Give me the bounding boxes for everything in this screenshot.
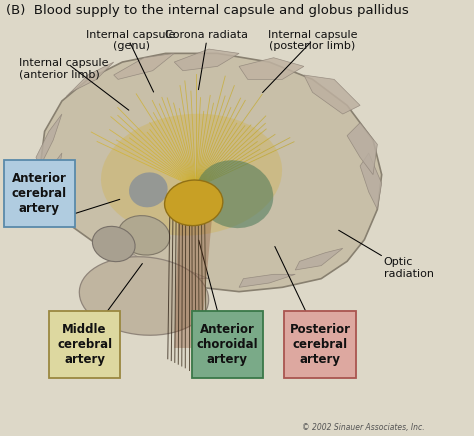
Polygon shape [304, 75, 360, 114]
Polygon shape [239, 274, 295, 287]
Text: Corona radiata: Corona radiata [165, 30, 248, 40]
Ellipse shape [101, 114, 282, 235]
Polygon shape [114, 53, 174, 79]
FancyBboxPatch shape [191, 311, 263, 378]
Ellipse shape [129, 172, 168, 208]
Polygon shape [174, 205, 213, 348]
Polygon shape [174, 49, 239, 71]
Text: Internal capsule
(genu): Internal capsule (genu) [86, 30, 176, 51]
Polygon shape [97, 231, 153, 266]
Ellipse shape [118, 216, 170, 255]
Polygon shape [40, 53, 382, 292]
Polygon shape [360, 153, 382, 209]
FancyBboxPatch shape [3, 160, 75, 227]
Text: Globus
pallidus: Globus pallidus [171, 189, 217, 217]
Text: Internal capsule
(posterior limb): Internal capsule (posterior limb) [268, 30, 357, 51]
Ellipse shape [79, 257, 209, 335]
Text: Optic
radiation: Optic radiation [384, 257, 434, 279]
Polygon shape [66, 62, 114, 97]
Ellipse shape [164, 180, 223, 226]
Text: Middle
cerebral
artery: Middle cerebral artery [57, 323, 112, 366]
Ellipse shape [92, 226, 135, 262]
Text: (B)  Blood supply to the internal capsule and globus pallidus: (B) Blood supply to the internal capsule… [6, 3, 409, 17]
Polygon shape [295, 249, 343, 270]
Text: © 2002 Sinauer Associates, Inc.: © 2002 Sinauer Associates, Inc. [302, 423, 425, 433]
Polygon shape [239, 58, 304, 79]
Polygon shape [36, 153, 62, 205]
Text: Anterior
cerebral
artery: Anterior cerebral artery [12, 172, 67, 215]
Polygon shape [36, 114, 62, 166]
Polygon shape [347, 123, 377, 175]
FancyBboxPatch shape [49, 311, 120, 378]
FancyBboxPatch shape [284, 311, 356, 378]
Text: Posterior
cerebral
artery: Posterior cerebral artery [290, 323, 351, 366]
Text: Anterior
choroidal
artery: Anterior choroidal artery [196, 323, 258, 366]
Text: Internal capsule
(anterior limb): Internal capsule (anterior limb) [18, 58, 108, 79]
Polygon shape [153, 266, 209, 279]
Ellipse shape [196, 160, 273, 228]
